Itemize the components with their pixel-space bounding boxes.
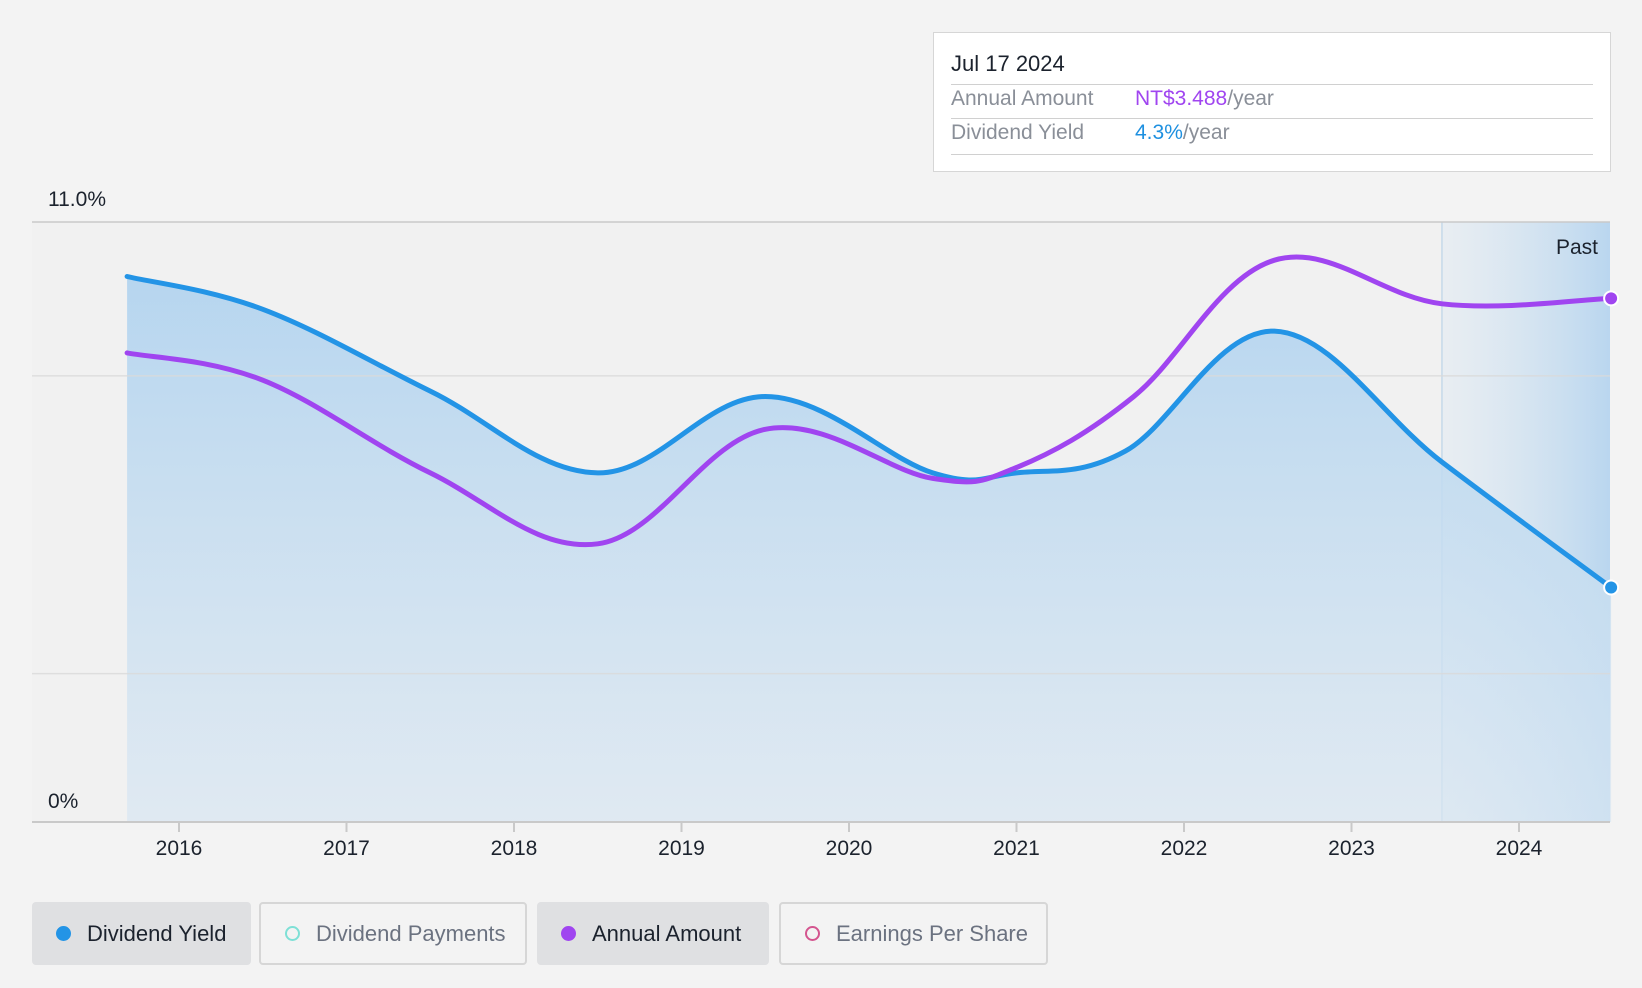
x-tick-label: 2017 bbox=[323, 837, 370, 860]
dividend-payments-dot-icon bbox=[285, 926, 300, 941]
x-tick-label: 2023 bbox=[1328, 837, 1375, 860]
tooltip-divider bbox=[951, 84, 1593, 85]
dividend-yield-end-marker bbox=[1603, 579, 1620, 596]
x-tick-label: 2016 bbox=[156, 837, 203, 860]
annual-amount-value: NT$3.488 bbox=[1135, 87, 1228, 110]
legend-dividend-payments-button[interactable]: Dividend Payments bbox=[259, 902, 527, 965]
dividend-yield-value: 4.3% bbox=[1135, 121, 1183, 144]
legend-label: Annual Amount bbox=[592, 920, 742, 946]
x-tick-label: 2021 bbox=[993, 837, 1040, 860]
legend-dividend-yield-button[interactable]: Dividend Yield bbox=[32, 902, 251, 965]
x-tick-label: 2019 bbox=[658, 837, 705, 860]
legend-annual-amount-button[interactable]: Annual Amount bbox=[537, 902, 769, 965]
dividend-yield-area bbox=[127, 276, 1612, 822]
legend-label: Dividend Payments bbox=[316, 920, 506, 946]
dividend-yield-line bbox=[124, 274, 1614, 590]
y-axis-label: 11.0% bbox=[48, 188, 106, 211]
dividend-yield-unit: /year bbox=[1182, 121, 1230, 144]
y-axis-label: 0% bbox=[48, 790, 78, 813]
annual-amount-dot-icon bbox=[561, 926, 576, 941]
x-tick-label: 2018 bbox=[491, 837, 538, 860]
x-tick-label: 2024 bbox=[1496, 837, 1543, 860]
tooltip: Jul 17 2024 Annual Amount NT$3.488/year … bbox=[933, 32, 1611, 172]
past-label: Past bbox=[1556, 236, 1598, 259]
tooltip-date: Jul 17 2024 bbox=[951, 51, 1065, 76]
legend-earnings-per-share-button[interactable]: Earnings Per Share bbox=[779, 902, 1048, 965]
x-tick-label: 2020 bbox=[826, 837, 873, 860]
legend-label: Dividend Yield bbox=[87, 920, 227, 946]
tooltip-divider bbox=[951, 118, 1593, 119]
annual-amount-unit: /year bbox=[1227, 87, 1274, 110]
annual-amount-end-marker bbox=[1603, 290, 1620, 307]
tooltip-value-annual-amount: NT$3.488/year bbox=[1135, 87, 1274, 111]
earnings-per-share-dot-icon bbox=[805, 926, 820, 941]
tooltip-label-annual-amount: Annual Amount bbox=[951, 87, 1094, 110]
tooltip-divider bbox=[951, 154, 1593, 155]
x-tick-label: 2022 bbox=[1161, 837, 1208, 860]
annual-amount-line bbox=[124, 254, 1614, 548]
tooltip-label-dividend-yield: Dividend Yield bbox=[951, 121, 1085, 144]
dividend-yield-dot-icon bbox=[56, 926, 71, 941]
legend-label: Earnings Per Share bbox=[836, 920, 1028, 946]
tooltip-value-dividend-yield: 4.3%/year bbox=[1135, 121, 1230, 145]
